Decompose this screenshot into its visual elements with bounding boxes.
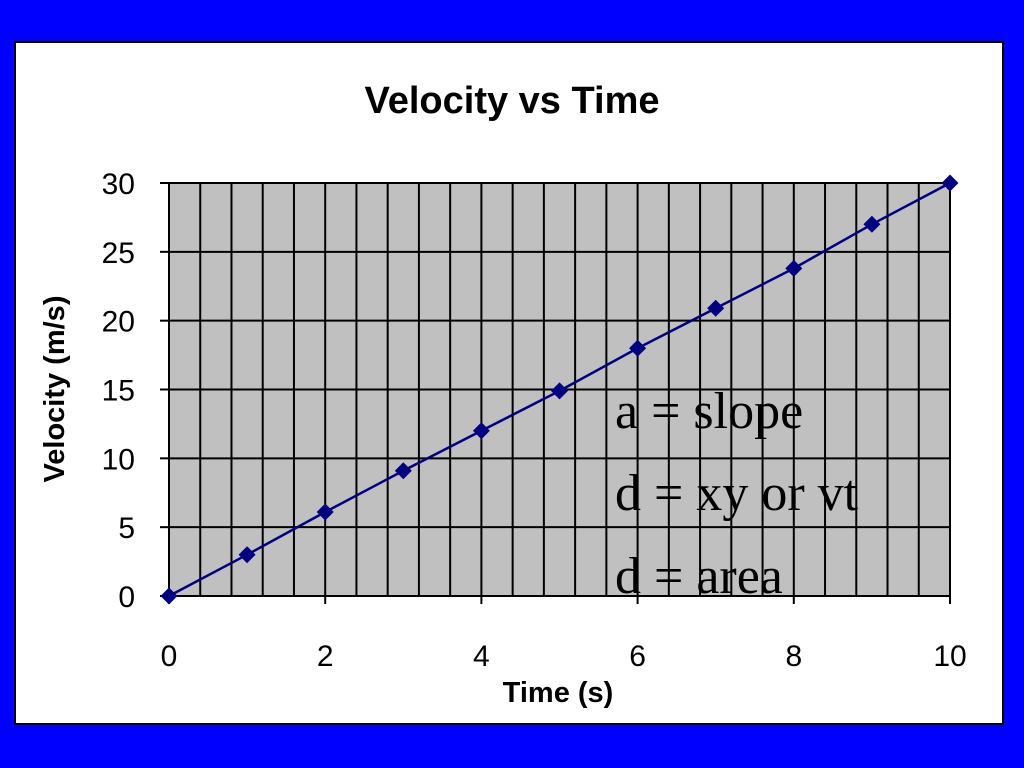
y-tick-label: 5 bbox=[118, 512, 135, 545]
x-tick-label: 8 bbox=[785, 640, 802, 673]
y-tick-label: 25 bbox=[102, 237, 135, 270]
data-point-marker bbox=[707, 299, 725, 317]
chart-title: Velocity vs Time bbox=[364, 80, 659, 122]
gridlines bbox=[169, 182, 951, 596]
x-axis-label: Time (s) bbox=[503, 677, 614, 709]
y-tick-label: 15 bbox=[102, 375, 135, 408]
data-point-marker bbox=[863, 215, 881, 233]
x-axis-ticks: 0 2 4 6 8 10 bbox=[161, 596, 967, 673]
y-tick-label: 0 bbox=[118, 581, 135, 614]
data-point-marker bbox=[551, 382, 568, 400]
annotation-distance-area: d = area bbox=[615, 548, 783, 605]
x-tick-label: 6 bbox=[629, 640, 646, 673]
y-tick-label: 30 bbox=[102, 168, 135, 201]
annotation-distance-vt: d = xy or vt bbox=[615, 465, 859, 522]
y-tick-label: 10 bbox=[102, 443, 135, 476]
x-tick-label: 10 bbox=[933, 640, 966, 673]
data-point-marker bbox=[394, 462, 412, 480]
data-point-marker bbox=[472, 422, 490, 440]
y-axis-ticks: 0 5 10 15 20 25 30 bbox=[102, 168, 169, 614]
data-point-marker bbox=[160, 587, 178, 605]
x-tick-label: 2 bbox=[317, 640, 334, 673]
data-point-marker bbox=[941, 174, 959, 192]
data-point-marker bbox=[629, 339, 647, 357]
annotation-slope: a = slope bbox=[615, 383, 803, 440]
data-point-marker bbox=[316, 503, 334, 521]
series-layer bbox=[160, 174, 959, 605]
data-point-marker bbox=[785, 259, 803, 277]
y-axis-label: Velocity (m/s) bbox=[39, 296, 71, 483]
x-tick-label: 0 bbox=[161, 640, 178, 673]
data-point-marker bbox=[238, 546, 256, 564]
x-tick-label: 4 bbox=[473, 640, 490, 673]
y-tick-label: 20 bbox=[102, 306, 135, 339]
